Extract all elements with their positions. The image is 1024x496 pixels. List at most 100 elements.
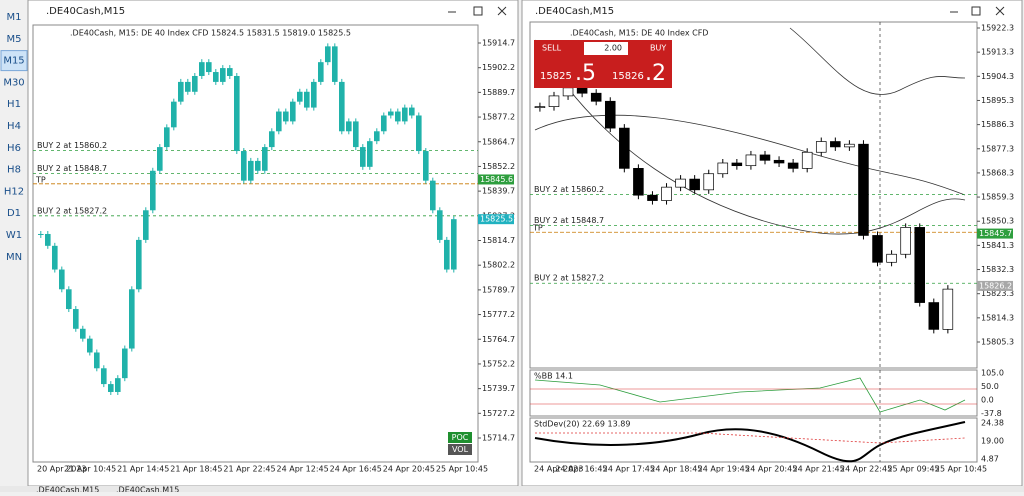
timeframe-button[interactable]: W1 — [6, 230, 22, 241]
bid-price-big[interactable]: .5 — [575, 61, 596, 86]
timeframe-button[interactable]: M15 — [3, 56, 24, 67]
price-label: 15764.7 — [482, 335, 515, 344]
timeframe-button[interactable]: H12 — [4, 186, 24, 197]
price-label: 15802.2 — [482, 261, 515, 270]
candle — [150, 170, 156, 211]
lots[interactable]: 2.00 — [604, 44, 622, 53]
candle — [703, 173, 714, 191]
price-label: 15777.2 — [482, 310, 515, 319]
chart-tab[interactable]: .DE40Cash,M15 — [36, 486, 99, 495]
timeframe-button[interactable]: M1 — [7, 12, 22, 23]
candle — [534, 106, 546, 108]
candle — [444, 239, 450, 270]
price-tag-label: 15845.7 — [979, 229, 1012, 238]
bb-axis-label: -37.8 — [981, 409, 1002, 418]
price-label: 15832.3 — [981, 265, 1014, 274]
candle — [269, 131, 275, 148]
indicator-button[interactable] — [448, 432, 472, 443]
candle — [402, 107, 408, 122]
bb-axis-label: 50.0 — [981, 382, 999, 391]
candle — [241, 151, 247, 181]
price-label: 15877.2 — [482, 113, 515, 122]
candle — [367, 141, 373, 167]
price-label: 15886.3 — [981, 120, 1014, 129]
timeframe-button[interactable]: M30 — [3, 77, 24, 88]
candle — [325, 46, 331, 63]
price-label: 15814.7 — [482, 236, 515, 245]
indicator-button[interactable] — [448, 444, 472, 455]
candle — [108, 384, 114, 392]
time-label: 24 Apr 21:45 — [793, 465, 845, 474]
candle — [815, 141, 827, 153]
timeframe-button[interactable]: H6 — [7, 143, 21, 154]
price-label: 15889.7 — [482, 88, 515, 97]
candle — [374, 131, 380, 142]
candle — [318, 62, 324, 82]
candle — [942, 288, 954, 330]
candle — [647, 194, 658, 201]
order-label: BUY 2 at 15827.2 — [534, 274, 604, 283]
timeframe-button[interactable]: H1 — [7, 99, 21, 110]
candle — [143, 210, 149, 240]
chart-header: .DE40Cash, M15: DE 40 Index CFD 15824.5 … — [70, 29, 351, 38]
candle — [928, 302, 940, 330]
timeframe-button[interactable]: H8 — [7, 165, 21, 176]
price-label: 15714.7 — [482, 434, 515, 443]
candle — [136, 239, 142, 290]
price-label: 15859.3 — [981, 193, 1014, 202]
chart-tab[interactable]: .DE40Cash,M15 — [116, 486, 179, 495]
timeframe-button[interactable]: M5 — [7, 34, 22, 45]
candle — [787, 162, 799, 169]
time-label: 21 Apr 22:45 — [223, 465, 275, 474]
price-label: 15841.3 — [981, 241, 1014, 250]
candle — [900, 227, 911, 255]
timeframe-button[interactable]: H4 — [7, 121, 21, 132]
time-label: 24 Apr 20:45 — [745, 465, 797, 474]
order-label: BUY 2 at 15848.7 — [534, 216, 604, 225]
candle — [248, 160, 254, 181]
buy-button[interactable]: BUY — [650, 44, 666, 53]
price-label: 15902.2 — [482, 63, 515, 72]
candle — [844, 143, 855, 148]
window-controls[interactable] — [448, 6, 507, 16]
tp-label: TP — [35, 175, 46, 184]
std-axis-label: 19.00 — [981, 437, 1004, 446]
candle — [360, 147, 366, 167]
timeframe-button[interactable]: D1 — [7, 208, 21, 219]
candle — [437, 210, 443, 240]
time-label: 24 Apr 19:45 — [698, 465, 750, 474]
candle — [619, 127, 630, 169]
ask-price[interactable]: 15826 — [612, 71, 644, 82]
std-axis-label: 4.87 — [981, 455, 999, 464]
indicator-button-label[interactable]: POC — [452, 433, 469, 442]
ask-price-big[interactable]: .2 — [645, 61, 666, 86]
bid-price[interactable]: 15825 — [540, 71, 572, 82]
std-line — [534, 421, 966, 463]
candle — [381, 115, 387, 132]
candle — [164, 127, 170, 148]
candle — [548, 95, 560, 107]
price-tag — [977, 228, 1013, 239]
order-label: BUY 2 at 15848.7 — [37, 164, 107, 173]
timeframe-button[interactable]: MN — [6, 252, 22, 263]
price-tag-label: 15845.6 — [480, 175, 513, 184]
candle — [353, 121, 359, 148]
candle — [213, 72, 219, 82]
time-label: 25 Apr 09:45 — [887, 465, 939, 474]
candle — [858, 143, 869, 236]
candle — [759, 154, 771, 161]
indicator-button-label[interactable]: VOL — [452, 445, 469, 454]
price-tag — [478, 174, 514, 185]
candle — [423, 151, 429, 181]
sell-button[interactable]: SELL — [542, 44, 562, 53]
bb-upper — [789, 27, 966, 95]
candle — [633, 168, 644, 196]
left-plot — [32, 24, 479, 463]
price-label: 15913.3 — [981, 48, 1014, 57]
candle — [717, 162, 729, 175]
window-controls[interactable] — [950, 6, 1005, 16]
bb-panel — [529, 369, 978, 417]
lots-box[interactable] — [584, 42, 628, 55]
window-title: .DE40Cash,M15 — [535, 6, 614, 17]
